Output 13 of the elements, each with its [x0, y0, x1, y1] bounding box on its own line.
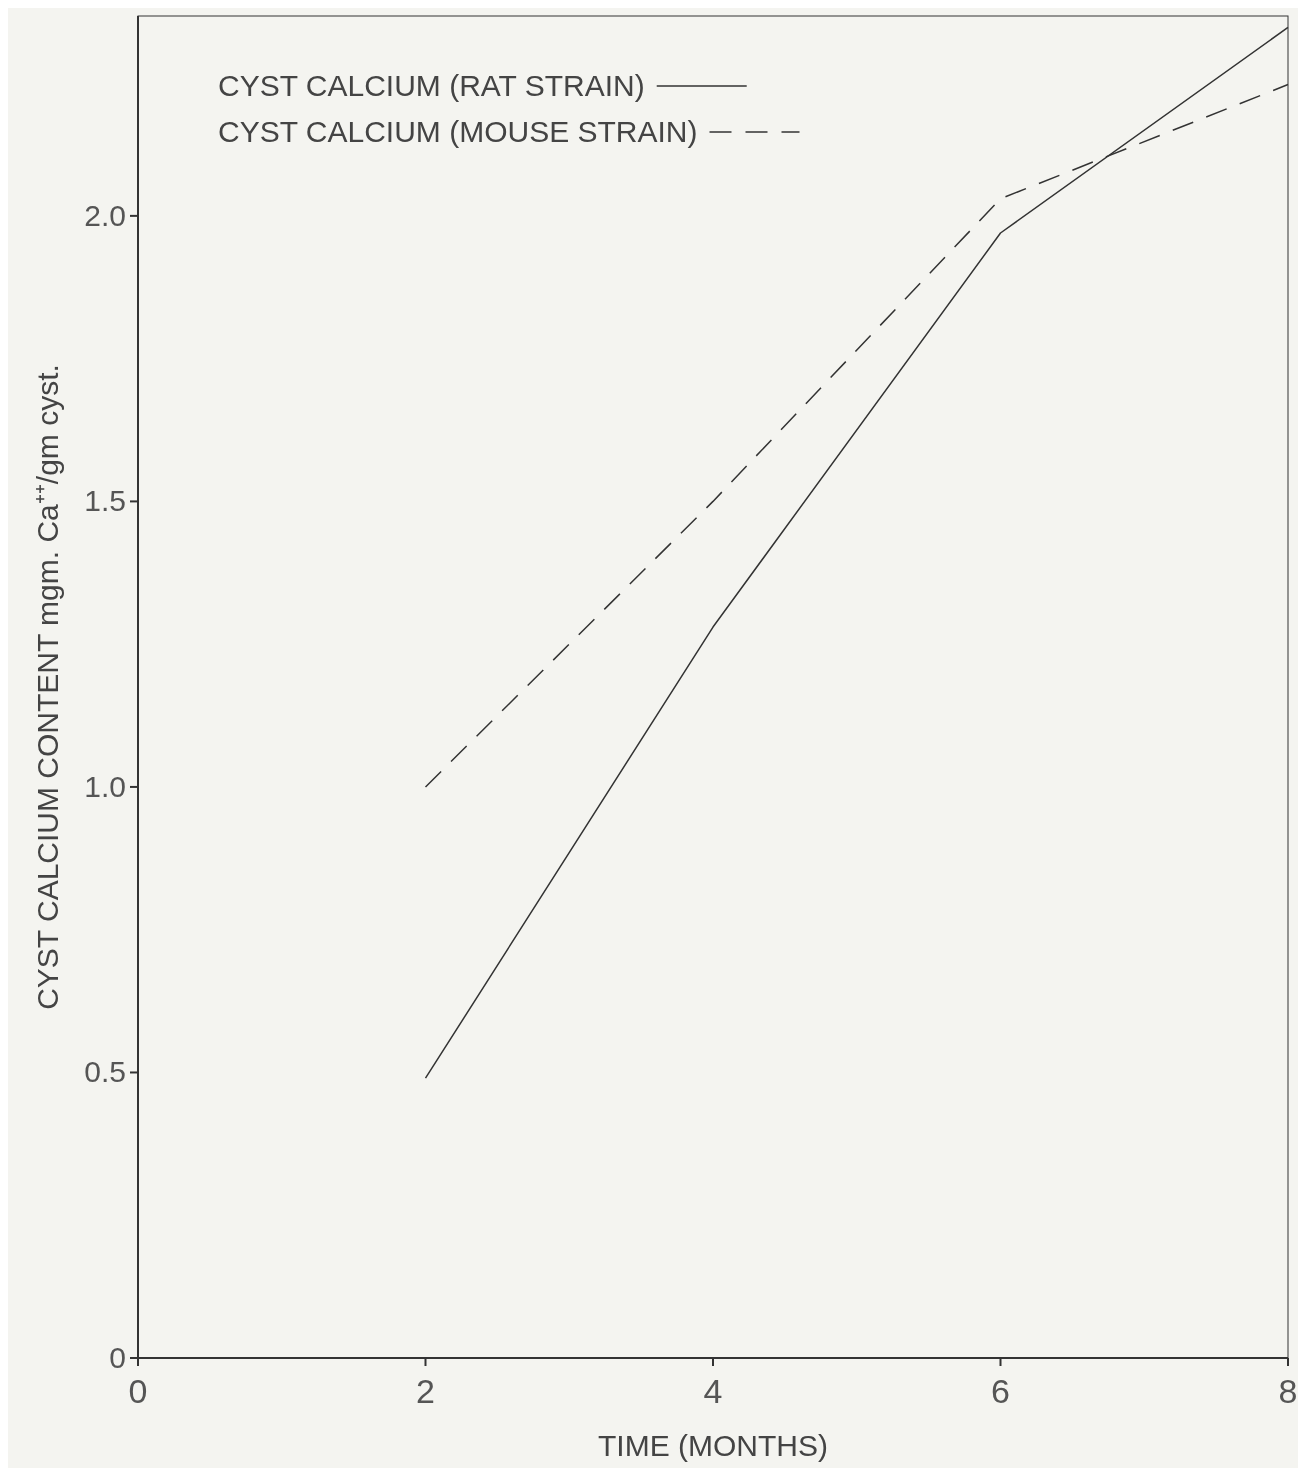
x-axis-title: TIME (MONTHS): [598, 1429, 828, 1462]
x-tick-label: 6: [991, 1372, 1010, 1410]
x-tick-label: 2: [416, 1372, 435, 1410]
legend-label: CYST CALCIUM (MOUSE STRAIN): [218, 115, 698, 148]
x-tick-label: 4: [703, 1372, 723, 1410]
x-tick-label: 8: [1278, 1372, 1298, 1410]
y-tick-label: 1.0: [84, 769, 126, 803]
y-axis-title: CYST CALCIUM CONTENT mgm. Ca⁺⁺/gm cyst.: [31, 364, 64, 1010]
y-tick-label: 0: [109, 1341, 126, 1374]
y-tick-label: 1.5: [84, 484, 126, 518]
legend-label: CYST CALCIUM (RAT STRAIN): [218, 69, 645, 102]
y-tick-label: 0.5: [84, 1055, 126, 1089]
y-tick-label: 2.0: [84, 198, 126, 232]
